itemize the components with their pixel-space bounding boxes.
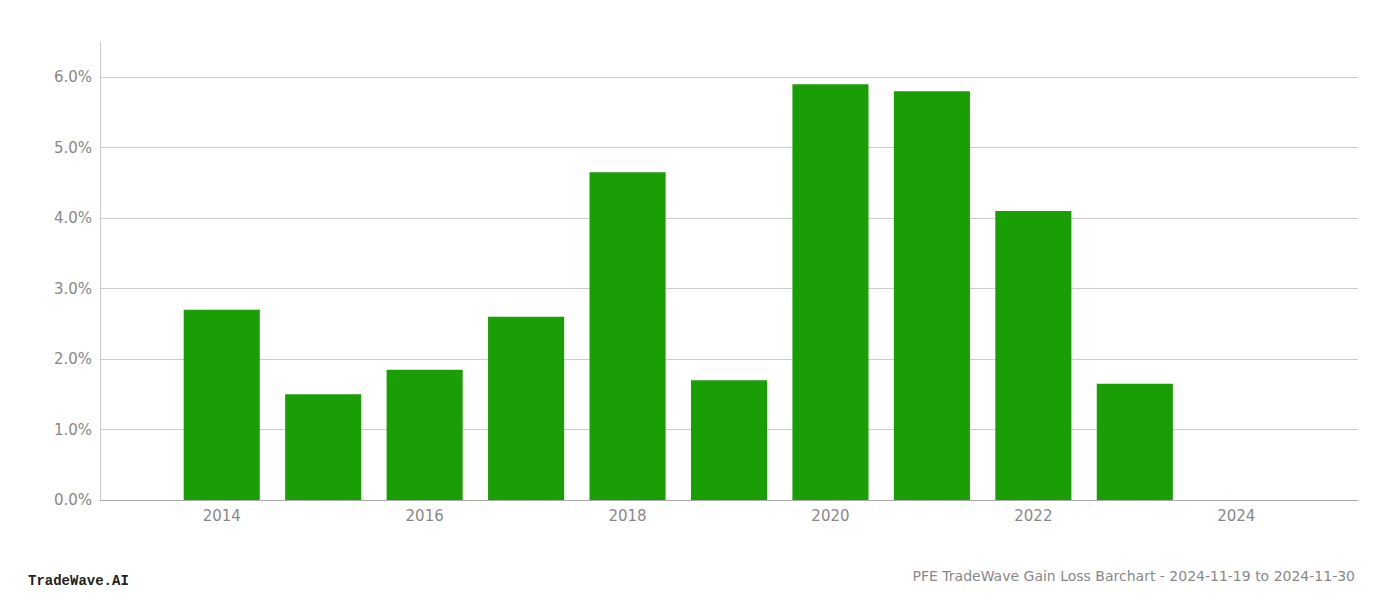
svg-text:5.0%: 5.0% [54, 139, 92, 157]
svg-text:0.0%: 0.0% [54, 491, 92, 509]
svg-text:TradeWave.AI: TradeWave.AI [28, 573, 129, 589]
svg-text:2020: 2020 [811, 507, 849, 525]
svg-text:PFE TradeWave Gain Loss Barcha: PFE TradeWave Gain Loss Barchart - 2024-… [913, 568, 1355, 584]
svg-text:6.0%: 6.0% [54, 68, 92, 86]
svg-text:3.0%: 3.0% [54, 280, 92, 298]
svg-text:4.0%: 4.0% [54, 209, 92, 227]
svg-text:1.0%: 1.0% [54, 421, 92, 439]
svg-text:2024: 2024 [1217, 507, 1255, 525]
svg-text:2018: 2018 [608, 507, 646, 525]
svg-text:2022: 2022 [1014, 507, 1052, 525]
svg-text:2.0%: 2.0% [54, 350, 92, 368]
svg-text:2014: 2014 [203, 507, 241, 525]
svg-text:2016: 2016 [406, 507, 444, 525]
